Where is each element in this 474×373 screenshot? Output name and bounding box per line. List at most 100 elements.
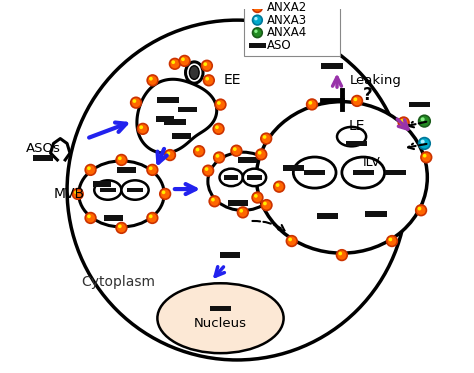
Circle shape bbox=[416, 205, 427, 216]
Circle shape bbox=[231, 145, 242, 156]
Circle shape bbox=[149, 77, 153, 81]
Bar bbox=[178, 107, 197, 112]
Circle shape bbox=[261, 200, 272, 210]
Circle shape bbox=[149, 166, 153, 170]
Circle shape bbox=[254, 29, 258, 33]
Circle shape bbox=[237, 207, 248, 218]
Bar bbox=[164, 119, 185, 125]
Circle shape bbox=[209, 196, 220, 207]
Bar bbox=[304, 170, 325, 175]
Circle shape bbox=[215, 99, 226, 110]
Circle shape bbox=[217, 101, 221, 105]
Circle shape bbox=[67, 20, 407, 360]
Circle shape bbox=[261, 133, 272, 144]
Text: ANXA4: ANXA4 bbox=[267, 26, 307, 39]
Text: EE: EE bbox=[223, 73, 241, 87]
Circle shape bbox=[215, 125, 219, 129]
Circle shape bbox=[239, 209, 243, 213]
Circle shape bbox=[179, 56, 190, 66]
Circle shape bbox=[286, 236, 297, 247]
Ellipse shape bbox=[121, 180, 149, 200]
Circle shape bbox=[387, 236, 397, 247]
Text: ?: ? bbox=[363, 86, 373, 104]
Bar bbox=[93, 181, 111, 187]
Bar bbox=[353, 170, 374, 175]
Circle shape bbox=[160, 189, 171, 199]
Bar bbox=[321, 63, 343, 69]
Circle shape bbox=[309, 101, 312, 105]
Circle shape bbox=[421, 152, 432, 163]
Circle shape bbox=[288, 238, 292, 241]
Circle shape bbox=[203, 165, 213, 176]
Bar bbox=[157, 97, 179, 103]
Circle shape bbox=[164, 150, 175, 160]
Circle shape bbox=[203, 75, 214, 86]
Ellipse shape bbox=[337, 127, 366, 146]
Circle shape bbox=[254, 4, 258, 8]
Bar bbox=[346, 141, 367, 146]
Circle shape bbox=[149, 214, 153, 218]
Circle shape bbox=[253, 28, 262, 38]
Bar bbox=[365, 211, 386, 217]
Circle shape bbox=[216, 154, 219, 158]
Bar bbox=[172, 133, 191, 139]
Circle shape bbox=[253, 15, 262, 25]
Ellipse shape bbox=[79, 161, 164, 227]
Bar bbox=[128, 188, 143, 192]
Circle shape bbox=[181, 57, 185, 61]
Text: ILV: ILV bbox=[363, 156, 381, 169]
Circle shape bbox=[256, 149, 266, 160]
Circle shape bbox=[205, 77, 209, 81]
Circle shape bbox=[338, 252, 342, 256]
Circle shape bbox=[116, 154, 127, 165]
Ellipse shape bbox=[208, 152, 278, 210]
Bar bbox=[228, 200, 248, 206]
Circle shape bbox=[254, 17, 258, 21]
Text: ANXA2: ANXA2 bbox=[267, 1, 307, 14]
Circle shape bbox=[419, 138, 430, 149]
Circle shape bbox=[172, 60, 175, 64]
Ellipse shape bbox=[157, 283, 283, 353]
Circle shape bbox=[194, 146, 204, 157]
Ellipse shape bbox=[342, 157, 384, 188]
Text: ASO: ASO bbox=[267, 39, 292, 52]
Circle shape bbox=[420, 140, 425, 144]
Circle shape bbox=[398, 117, 409, 128]
Bar bbox=[117, 167, 136, 173]
Circle shape bbox=[254, 194, 258, 198]
Bar bbox=[247, 175, 262, 180]
Circle shape bbox=[419, 115, 430, 127]
Circle shape bbox=[253, 3, 262, 12]
Circle shape bbox=[418, 207, 421, 210]
Circle shape bbox=[162, 191, 165, 194]
Circle shape bbox=[116, 223, 127, 233]
Ellipse shape bbox=[293, 157, 336, 188]
Circle shape bbox=[211, 198, 215, 201]
Circle shape bbox=[85, 213, 96, 223]
FancyBboxPatch shape bbox=[244, 0, 340, 56]
Circle shape bbox=[131, 97, 141, 108]
Text: MVB: MVB bbox=[54, 187, 84, 201]
Ellipse shape bbox=[256, 102, 428, 253]
Ellipse shape bbox=[94, 180, 121, 200]
Bar bbox=[249, 43, 266, 48]
Ellipse shape bbox=[190, 66, 199, 79]
Bar bbox=[317, 213, 338, 219]
Ellipse shape bbox=[185, 62, 203, 83]
Bar bbox=[224, 175, 238, 180]
Circle shape bbox=[118, 225, 122, 228]
Circle shape bbox=[307, 99, 317, 110]
Bar bbox=[100, 188, 116, 192]
Circle shape bbox=[258, 151, 262, 155]
Bar bbox=[104, 215, 123, 221]
Circle shape bbox=[352, 95, 363, 106]
Circle shape bbox=[147, 75, 158, 86]
Circle shape bbox=[87, 166, 91, 170]
Text: ASOs: ASOs bbox=[26, 142, 61, 155]
Circle shape bbox=[263, 202, 267, 206]
Text: Leaking: Leaking bbox=[350, 74, 401, 87]
Circle shape bbox=[274, 181, 284, 192]
Circle shape bbox=[133, 99, 137, 103]
Circle shape bbox=[354, 97, 357, 101]
Circle shape bbox=[423, 154, 427, 157]
